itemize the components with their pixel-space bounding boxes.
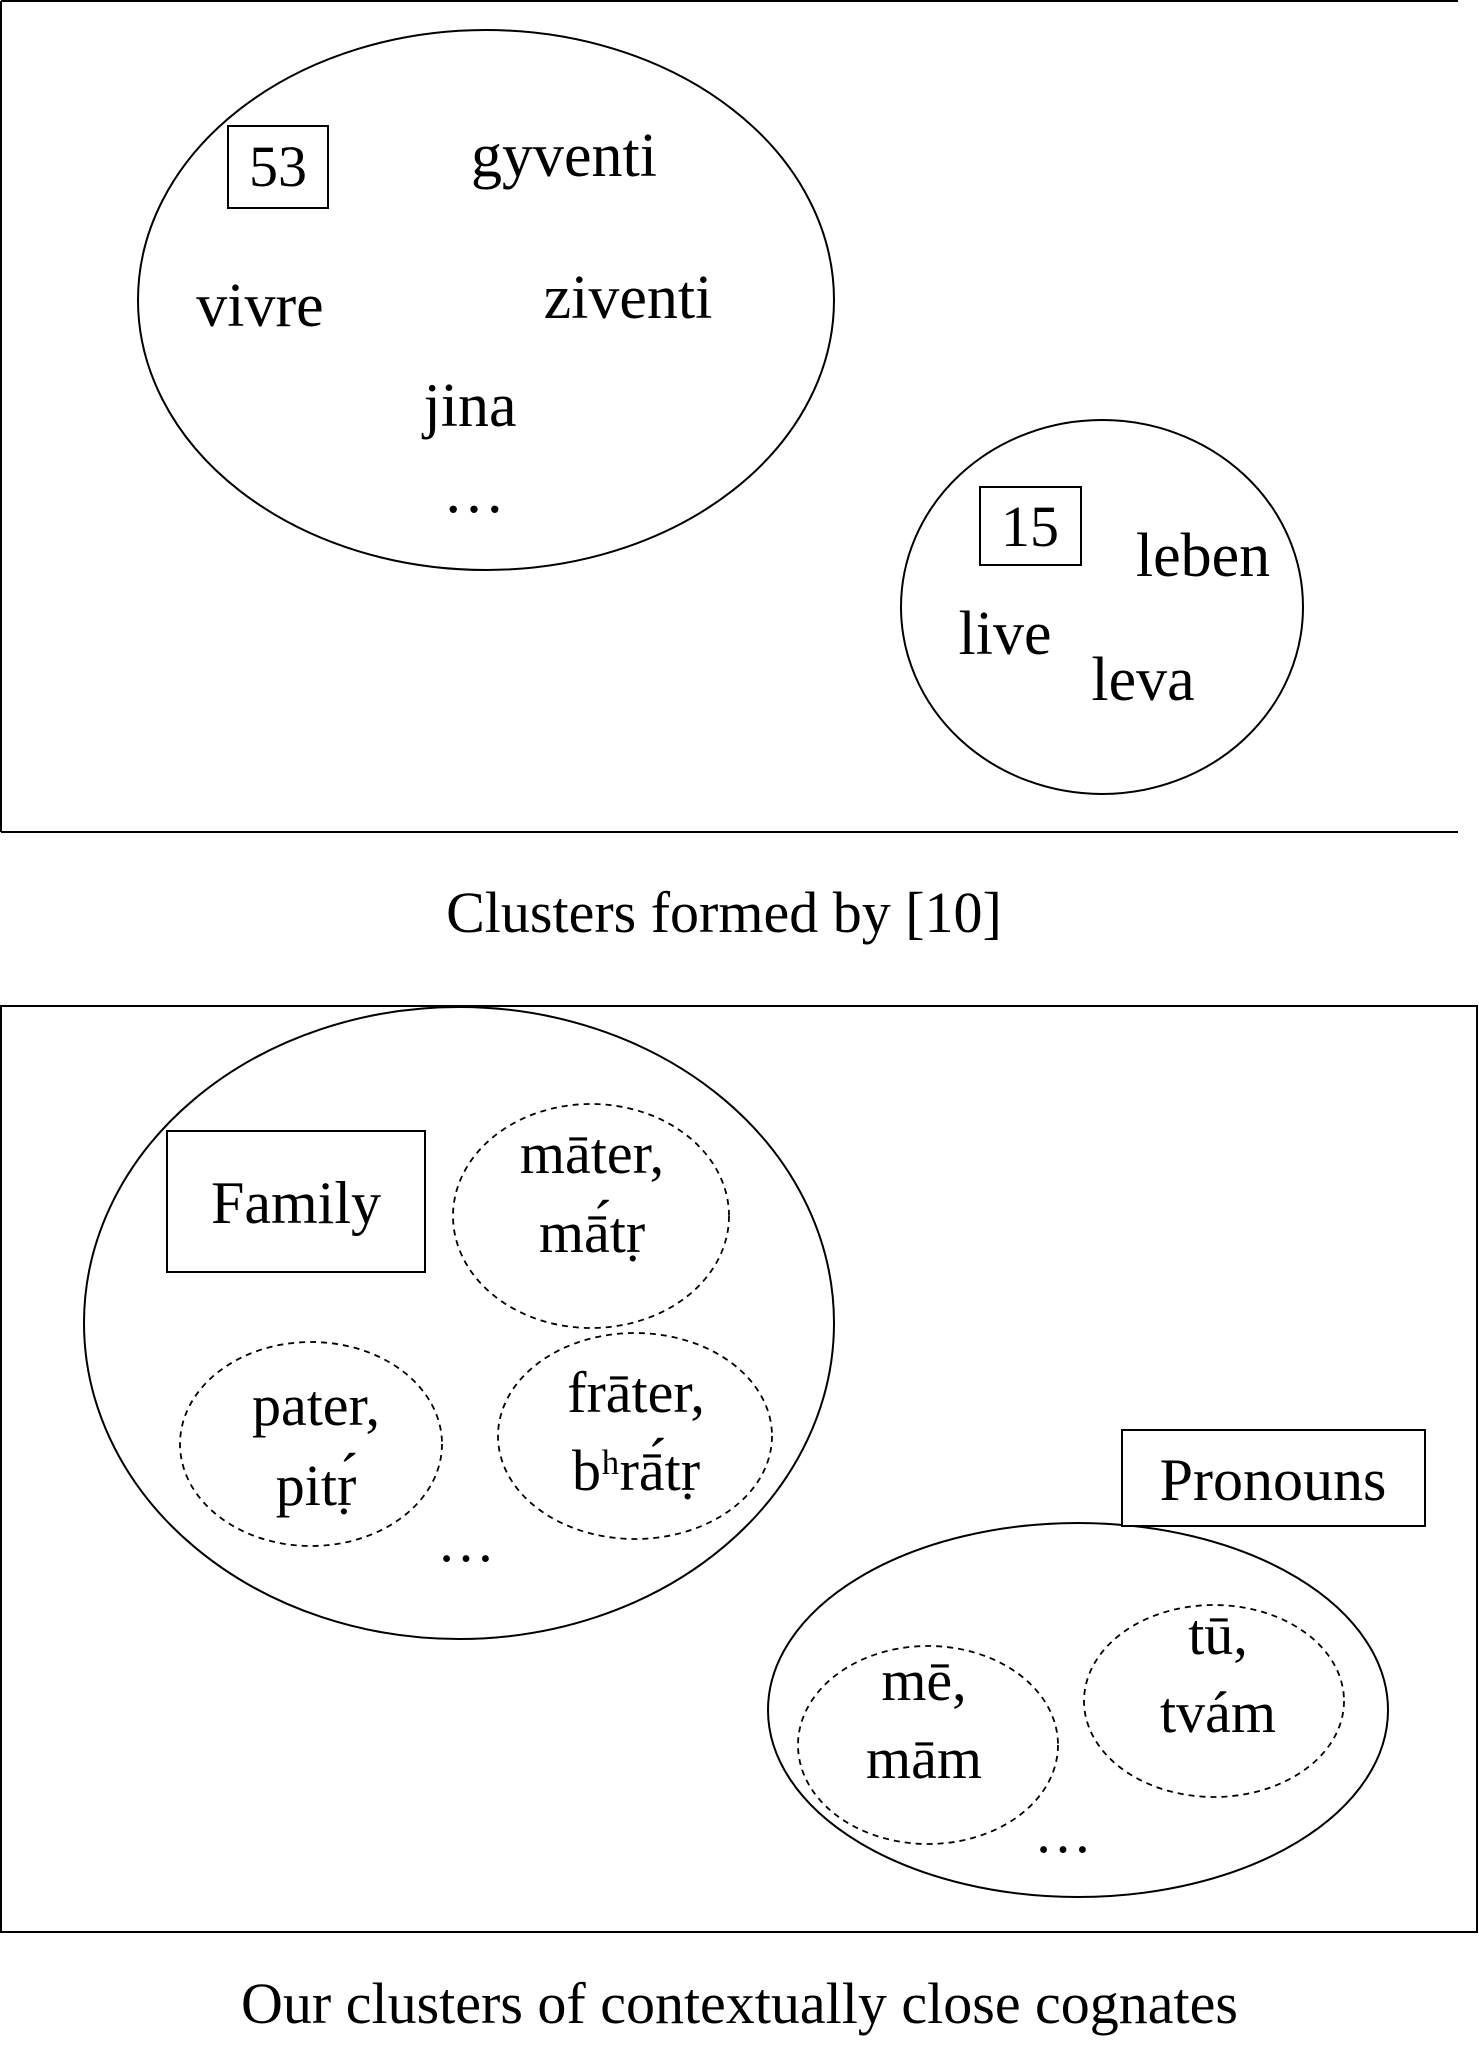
frater-subcluster: [497, 1332, 773, 1540]
word-live: live: [959, 600, 1052, 668]
tu-subcluster: [1083, 1604, 1345, 1798]
family-label: Family: [211, 1170, 381, 1236]
top-panel-caption: Clusters formed by [10]: [446, 880, 1002, 945]
pronouns-ellipsis: …: [1034, 1800, 1092, 1865]
pater-word-2: pitṛ́: [276, 1453, 357, 1518]
mater-word-1: māter,: [520, 1121, 664, 1186]
pater-word-1: pater,: [252, 1373, 380, 1438]
me-word-1: mē,: [881, 1648, 966, 1713]
mater-subcluster: [452, 1103, 730, 1329]
frater-word-1: frāter,: [567, 1360, 705, 1425]
word-gyventi: gyventi: [471, 122, 657, 190]
cluster-53-id-box: [227, 125, 329, 209]
family-ellipse: [83, 1006, 835, 1640]
word-leva: leva: [1091, 646, 1194, 714]
cluster-15-id-box: [979, 486, 1082, 566]
cluster-15-ellipse: [900, 419, 1304, 795]
me-subcluster: [797, 1645, 1059, 1845]
cluster-53-id-label: 53: [249, 134, 307, 199]
frater-word-2: bʰrā́tṛ: [572, 1438, 700, 1503]
pronouns-label-box: [1121, 1429, 1426, 1527]
word-leben: leben: [1136, 522, 1270, 590]
bottom-panel-border: [0, 1005, 1478, 1933]
tu-word-2: tvám: [1160, 1680, 1276, 1745]
family-cluster: Family māter, mā́tṛ pater, pitṛ́ frāter,…: [83, 1006, 835, 1640]
word-vivre: vivre: [196, 272, 323, 340]
cluster-15-id-label: 15: [1001, 494, 1059, 559]
tu-word-1: tū,: [1188, 1602, 1248, 1667]
cluster-15: 15 leben live leva: [900, 419, 1304, 795]
pronouns-cluster: Pronouns mē, mām tū, tvám …: [767, 1429, 1426, 1898]
top-panel: 53 gyventi vivre ziventi jina … 15 leben…: [0, 0, 1458, 833]
cluster-53-ellipse: [137, 29, 835, 571]
word-jina: jina: [422, 372, 517, 440]
me-word-2: mām: [866, 1726, 982, 1791]
family-label-box: [166, 1130, 426, 1273]
pronouns-ellipse: [767, 1522, 1389, 1898]
family-ellipsis: …: [437, 1509, 495, 1574]
mater-word-2: mā́tṛ: [539, 1200, 645, 1265]
cluster-53-ellipsis: …: [443, 458, 505, 526]
pater-subcluster: [179, 1341, 443, 1547]
bottom-panel: Family māter, mā́tṛ pater, pitṛ́ frāter,…: [0, 1005, 1478, 1933]
cluster-53: 53 gyventi vivre ziventi jina …: [137, 29, 835, 571]
bottom-panel-caption: Our clusters of contextually close cogna…: [241, 1971, 1238, 2036]
word-ziventi: ziventi: [544, 264, 713, 332]
pronouns-label: Pronouns: [1160, 1447, 1387, 1513]
